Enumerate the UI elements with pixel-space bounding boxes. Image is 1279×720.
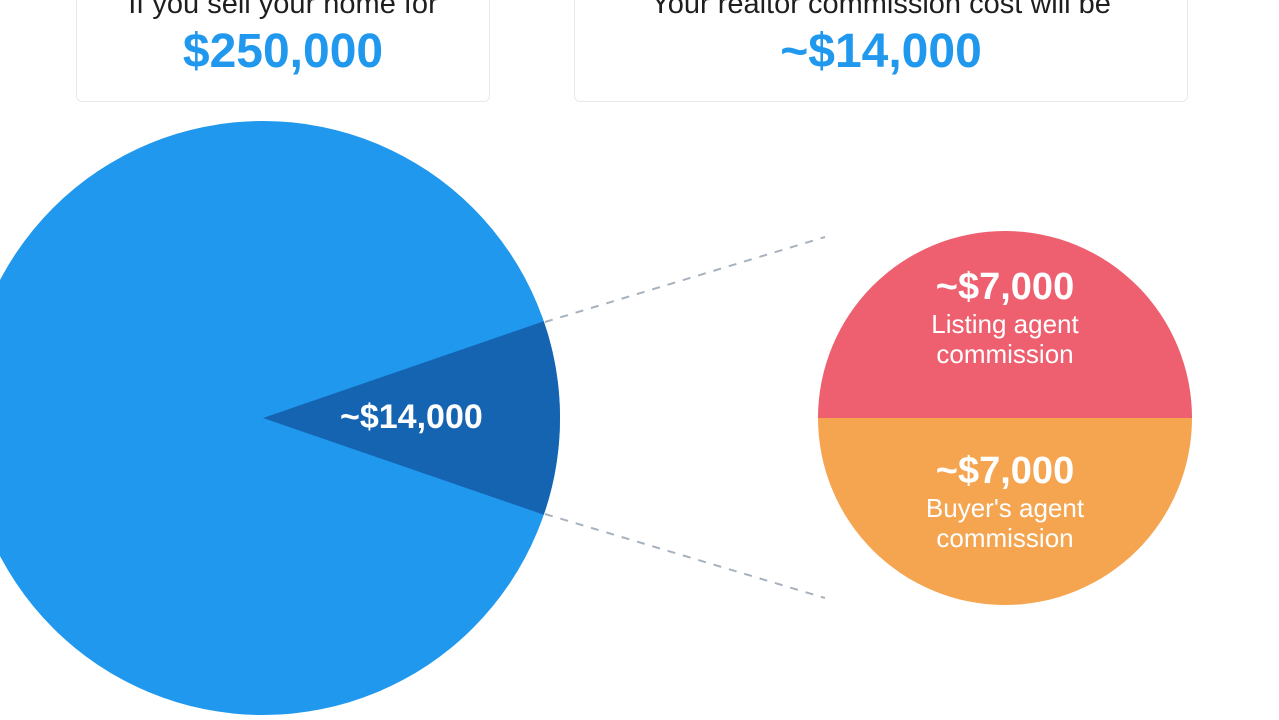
listing-agent-desc: Listing agent commission bbox=[875, 310, 1135, 370]
connector-line-top bbox=[545, 237, 825, 322]
buyers-agent-amount: ~$7,000 bbox=[875, 452, 1135, 490]
listing-agent-amount: ~$7,000 bbox=[875, 268, 1135, 306]
wedge-commission-label: ~$14,000 bbox=[340, 398, 483, 437]
buyers-agent-desc: Buyer's agent commission bbox=[875, 494, 1135, 554]
buyers-agent-label: ~$7,000 Buyer's agent commission bbox=[875, 452, 1135, 554]
connector-line-bottom bbox=[545, 514, 825, 598]
listing-agent-label: ~$7,000 Listing agent commission bbox=[875, 268, 1135, 370]
